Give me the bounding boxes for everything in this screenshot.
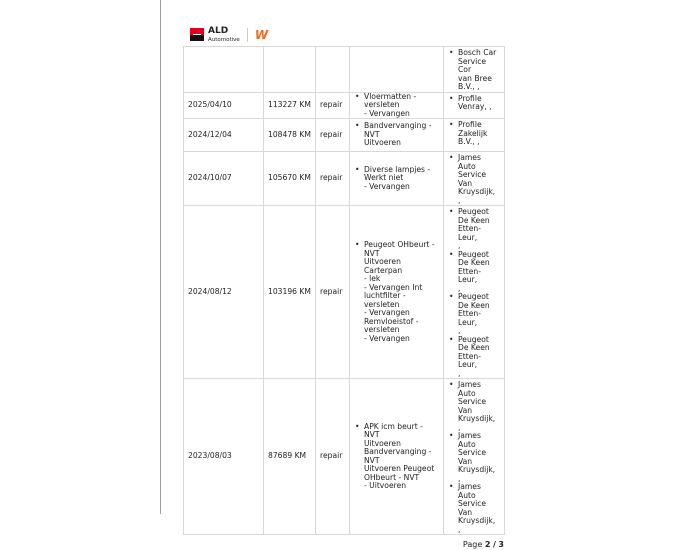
garage-item: Peugeot De Keen Etten-Leur, , (449, 292, 500, 336)
cell-date: 2023/08/03 (183, 378, 264, 535)
cell-garage: Profile Venray, , (443, 91, 505, 119)
page-label: Page (462, 540, 483, 549)
garage-item: Peugeot De Keen Etten-Leur, , (449, 250, 500, 294)
cell-type: repair (315, 205, 350, 379)
garage-item: James Auto Service Van Kruysdijk, , (449, 431, 500, 483)
partner-logo: W (254, 27, 268, 42)
cell-km: 108478 KM (263, 118, 316, 152)
page-sep: / (492, 540, 496, 549)
cell-garage: Bosch Car Service Cor van Bree B.V., , (443, 46, 505, 93)
description-item: APK icm beurt - NVT Uitvoeren Bandvervan… (355, 422, 439, 491)
cell-date: 2025/04/10 (183, 91, 264, 119)
cell-km: 113227 KM (263, 91, 316, 119)
ald-logo: ALD Automotive W (190, 26, 268, 43)
cell-date (183, 46, 264, 93)
page-content: Bosch Car Service Cor van Bree B.V., ,20… (183, 46, 505, 550)
cell-km (263, 46, 316, 93)
cell-description: Diverse lampjes - Werkt niet - Vervangen (349, 151, 444, 206)
garage-item: Bosch Car Service Cor van Bree B.V., , (449, 48, 500, 92)
brand-sub: Automotive (208, 36, 240, 43)
cell-description: APK icm beurt - NVT Uitvoeren Bandvervan… (349, 378, 444, 535)
cell-km: 103196 KM (263, 205, 316, 379)
cell-date: 2024/10/07 (183, 151, 264, 206)
cell-garage: Profile Zakelijk B.V., , (443, 118, 505, 152)
brand-mark-icon (190, 28, 204, 42)
description-item: Peugeot OHbeurt - NVT Uitvoeren Carterpa… (355, 240, 439, 343)
cell-garage: James Auto Service Van Kruysdijk, , (443, 151, 505, 206)
page-current: 2 (484, 540, 491, 549)
cell-date: 2024/08/12 (183, 205, 264, 379)
description-item: Diverse lampjes - Werkt niet - Vervangen (355, 165, 439, 192)
garage-item: James Auto Service Van Kruysdijk, , (449, 153, 500, 205)
garage-item: James Auto Service Van Kruysdijk, , (449, 380, 500, 432)
cell-type: repair (315, 91, 350, 119)
description-item: Bandvervanging - NVT Uitvoeren (355, 122, 439, 148)
cell-date: 2024/12/04 (183, 118, 264, 152)
cell-description: Bandvervanging - NVT Uitvoeren (349, 118, 444, 152)
maintenance-table: Bosch Car Service Cor van Bree B.V., ,20… (183, 46, 505, 535)
cell-garage: Peugeot De Keen Etten-Leur, ,Peugeot De … (443, 205, 505, 379)
table-row: Bosch Car Service Cor van Bree B.V., , (183, 46, 505, 93)
cell-description (349, 46, 444, 93)
garage-item: Peugeot De Keen Etten-Leur, , (449, 335, 500, 379)
cell-description: Vloermatten - versleten - Vervangen (349, 91, 444, 119)
cell-garage: James Auto Service Van Kruysdijk, ,James… (443, 378, 505, 535)
garage-item: Peugeot De Keen Etten-Leur, , (449, 207, 500, 251)
page-edge (160, 0, 161, 514)
description-item: Vloermatten - versleten - Vervangen (355, 92, 439, 119)
garage-item: Profile Venray, , (449, 94, 500, 112)
page-total: 3 (498, 540, 504, 549)
cell-type: repair (315, 151, 350, 206)
brand-name: ALD (208, 26, 229, 36)
cell-description: Peugeot OHbeurt - NVT Uitvoeren Carterpa… (349, 205, 444, 379)
logo-divider (246, 27, 248, 42)
cell-type (315, 46, 350, 93)
garage-item: James Auto Service Van Kruysdijk, , (449, 482, 500, 534)
garage-item: Profile Zakelijk B.V., , (449, 120, 500, 147)
page-number: Page 2 / 3 (183, 540, 504, 550)
cell-type: repair (315, 378, 350, 535)
cell-km: 105670 KM (263, 151, 316, 206)
cell-km: 87689 KM (263, 378, 316, 535)
cell-type: repair (315, 118, 350, 152)
